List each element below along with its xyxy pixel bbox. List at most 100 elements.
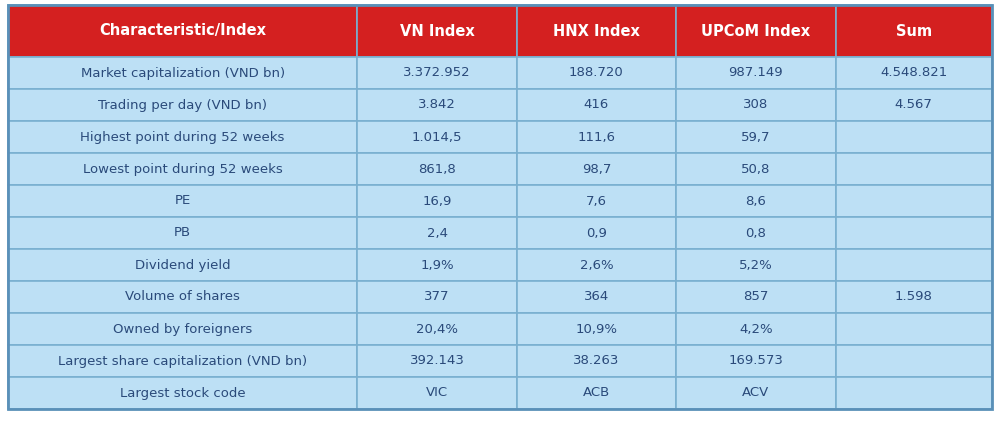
Text: UPCoM Index: UPCoM Index: [701, 24, 810, 39]
Bar: [836, 57, 992, 89]
Bar: [517, 345, 676, 377]
Text: 16,9: 16,9: [422, 194, 452, 208]
Text: 50,8: 50,8: [741, 163, 771, 175]
Text: 1,9%: 1,9%: [420, 259, 454, 272]
Text: Volume of shares: Volume of shares: [125, 290, 240, 303]
Text: 364: 364: [584, 290, 609, 303]
Text: Dividend yield: Dividend yield: [135, 259, 230, 272]
Bar: [836, 281, 992, 313]
Bar: [8, 121, 357, 153]
Bar: [676, 153, 836, 185]
Text: 8,6: 8,6: [745, 194, 766, 208]
Bar: [357, 153, 517, 185]
Bar: [357, 185, 517, 217]
Text: Highest point during 52 weeks: Highest point during 52 weeks: [80, 130, 285, 143]
Bar: [517, 281, 676, 313]
Bar: [836, 185, 992, 217]
Text: Trading per day (VND bn): Trading per day (VND bn): [98, 99, 267, 112]
Bar: [8, 249, 357, 281]
Text: Market capitalization (VND bn): Market capitalization (VND bn): [81, 66, 285, 79]
Text: Owned by foreigners: Owned by foreigners: [113, 323, 252, 335]
Bar: [517, 89, 676, 121]
Bar: [836, 345, 992, 377]
Text: 4.567: 4.567: [895, 99, 933, 112]
Text: 4.548.821: 4.548.821: [880, 66, 947, 79]
Text: 392.143: 392.143: [410, 354, 464, 368]
Bar: [357, 57, 517, 89]
Bar: [676, 345, 836, 377]
Text: 1.598: 1.598: [895, 290, 933, 303]
Bar: [357, 377, 517, 409]
Bar: [676, 57, 836, 89]
Bar: [8, 313, 357, 345]
Bar: [836, 377, 992, 409]
Bar: [836, 5, 992, 57]
Bar: [517, 313, 676, 345]
Text: 7,6: 7,6: [586, 194, 607, 208]
Text: Characteristic/Index: Characteristic/Index: [99, 24, 266, 39]
Text: Largest share capitalization (VND bn): Largest share capitalization (VND bn): [58, 354, 307, 368]
Bar: [517, 57, 676, 89]
Bar: [836, 217, 992, 249]
Bar: [8, 281, 357, 313]
Bar: [836, 313, 992, 345]
Text: 38.263: 38.263: [573, 354, 620, 368]
Text: 857: 857: [743, 290, 769, 303]
Bar: [676, 377, 836, 409]
Text: ACB: ACB: [583, 387, 610, 399]
Bar: [517, 185, 676, 217]
Text: 308: 308: [743, 99, 768, 112]
Text: 2,6%: 2,6%: [580, 259, 613, 272]
Text: 377: 377: [424, 290, 450, 303]
Text: 987.149: 987.149: [729, 66, 783, 79]
Bar: [836, 121, 992, 153]
Bar: [836, 89, 992, 121]
Bar: [357, 121, 517, 153]
Bar: [676, 121, 836, 153]
Bar: [676, 313, 836, 345]
Bar: [836, 249, 992, 281]
Text: 3.842: 3.842: [418, 99, 456, 112]
Text: 188.720: 188.720: [569, 66, 624, 79]
Text: VIC: VIC: [426, 387, 448, 399]
Bar: [517, 153, 676, 185]
Text: Lowest point during 52 weeks: Lowest point during 52 weeks: [83, 163, 283, 175]
Bar: [676, 281, 836, 313]
Bar: [357, 345, 517, 377]
Bar: [8, 345, 357, 377]
Bar: [8, 377, 357, 409]
Bar: [357, 249, 517, 281]
Bar: [8, 217, 357, 249]
Bar: [676, 217, 836, 249]
Bar: [8, 5, 357, 57]
Bar: [8, 185, 357, 217]
Bar: [357, 313, 517, 345]
Bar: [357, 89, 517, 121]
Bar: [357, 5, 517, 57]
Bar: [8, 153, 357, 185]
Text: 0,9: 0,9: [586, 227, 607, 239]
Text: 111,6: 111,6: [577, 130, 615, 143]
Text: 59,7: 59,7: [741, 130, 771, 143]
Bar: [676, 249, 836, 281]
Bar: [8, 57, 357, 89]
Text: VN Index: VN Index: [400, 24, 474, 39]
Text: PB: PB: [174, 227, 191, 239]
Text: 98,7: 98,7: [582, 163, 611, 175]
Text: Sum: Sum: [896, 24, 932, 39]
Bar: [836, 153, 992, 185]
Bar: [517, 5, 676, 57]
Bar: [517, 121, 676, 153]
Bar: [676, 5, 836, 57]
Bar: [517, 377, 676, 409]
Text: Largest stock code: Largest stock code: [120, 387, 245, 399]
Bar: [676, 89, 836, 121]
Text: 3.372.952: 3.372.952: [403, 66, 471, 79]
Bar: [676, 185, 836, 217]
Text: PE: PE: [175, 194, 191, 208]
Text: 0,8: 0,8: [745, 227, 766, 239]
Text: 1.014,5: 1.014,5: [412, 130, 462, 143]
Text: 20,4%: 20,4%: [416, 323, 458, 335]
Text: 416: 416: [584, 99, 609, 112]
Text: HNX Index: HNX Index: [553, 24, 640, 39]
